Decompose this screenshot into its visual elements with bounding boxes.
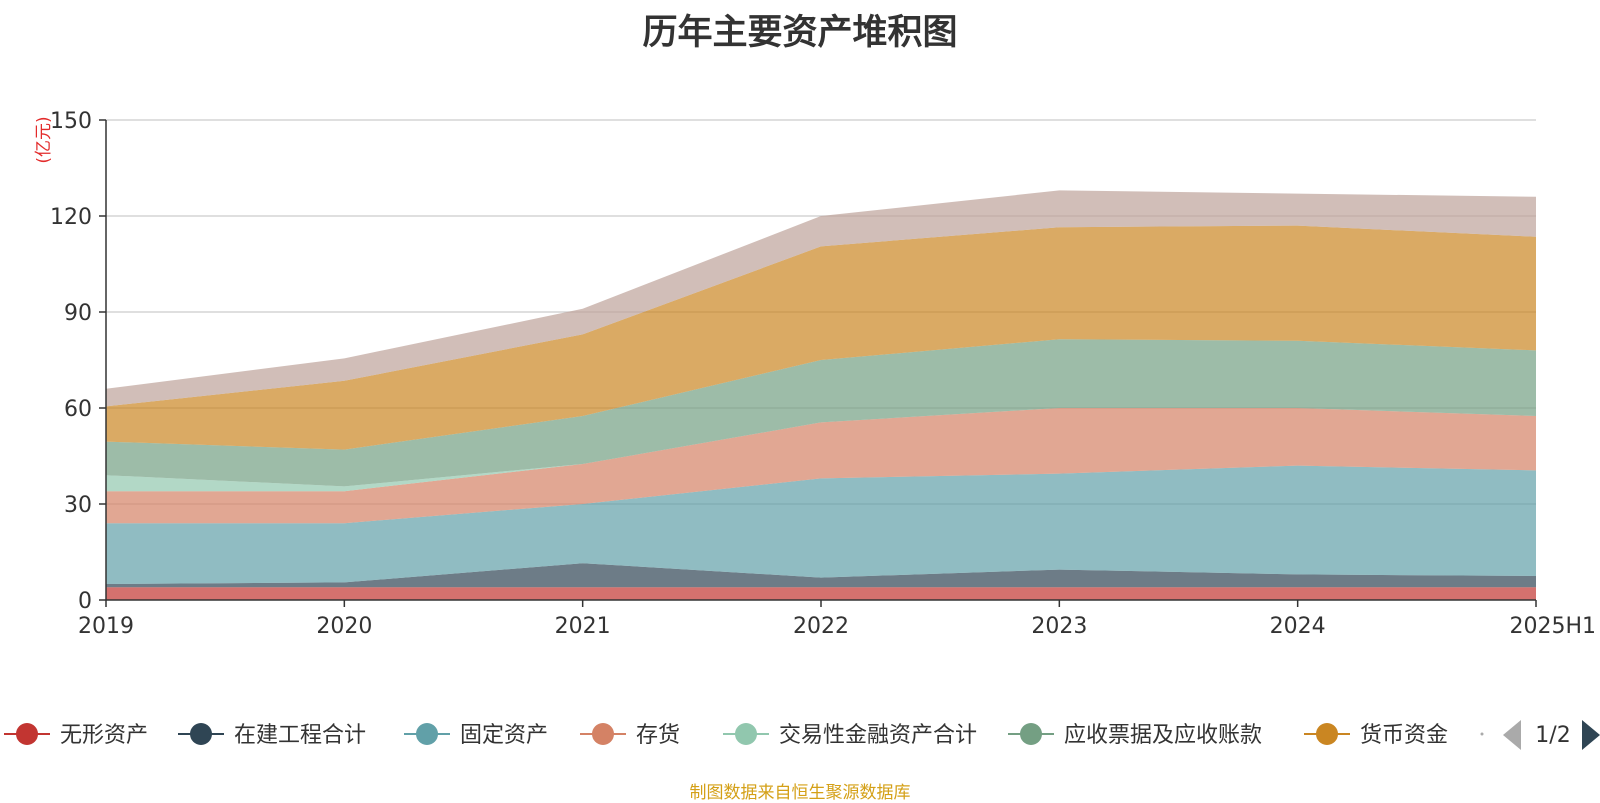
y-tick-label: 150 [50,109,92,134]
legend-label: 固定资产 [460,723,548,748]
legend-label: 在建工程合计 [234,723,366,748]
series-area-1 [106,563,1536,588]
legend-marker [416,723,438,745]
y-axis-unit-label: (亿元) [34,116,54,163]
source-note: 制图数据来自恒生聚源数据库 [689,783,911,803]
legend-item[interactable]: 在建工程合计 [178,723,366,748]
legend-item[interactable]: 无形资产 [4,723,148,748]
legend-next-page-icon[interactable] [1582,720,1600,750]
legend-marker [190,723,212,745]
x-tick-label: 2023 [1031,614,1087,639]
y-tick-label: 120 [50,205,92,230]
x-tick-label: 2022 [793,614,849,639]
axes: 0 30 60 90 120 150 2019 2020 2021 2022 2023 2024 202… [50,109,1596,639]
x-tick-label: 2019 [78,614,134,639]
x-tick-label: 2024 [1270,614,1326,639]
y-tick-label: 0 [78,589,92,614]
series-area-7 [106,190,1536,407]
x-tick-label: 2021 [555,614,611,639]
legend-marker [1316,723,1338,745]
legend-prev-page-icon[interactable] [1503,720,1521,750]
legend-item[interactable]: 固定资产 [404,723,548,748]
y-tick-label: 30 [64,493,92,518]
stacked-areas [106,190,1536,600]
legend-marker [16,723,38,745]
legend-page-indicator: 1/2 [1535,723,1570,748]
series-area-2 [106,465,1536,584]
legend-marker [735,723,757,745]
legend-item[interactable]: 交易性金融资产合计 [723,723,977,748]
y-tick-label: 60 [64,397,92,422]
series-area-4 [106,408,1536,492]
legend-label: 交易性金融资产合计 [779,723,977,748]
series-area-3 [106,408,1536,524]
legend-marker [592,723,614,745]
legend-item[interactable]: 货币资金 [1304,723,1448,748]
legend-overflow-dot [1480,732,1484,736]
chart-title: 历年主要资产堆积图 [642,13,958,53]
y-tick-label: 90 [64,301,92,326]
legend-item[interactable]: 存货 [580,723,680,748]
legend: 无形资产 在建工程合计 固定资产 存货 交易性金融资产合计 应收票据及应收账款 货币资金 1/… [4,720,1600,750]
legend-label: 应收票据及应收账款 [1064,723,1262,748]
x-tick-label: 2025H1 [1509,614,1596,639]
legend-item[interactable]: 应收票据及应收账款 [1008,723,1262,748]
legend-marker [1020,723,1042,745]
legend-label: 货币资金 [1360,723,1448,748]
legend-label: 无形资产 [60,723,148,748]
legend-label: 存货 [636,723,680,748]
series-area-6 [106,225,1536,450]
series-area-0 [106,587,1536,600]
x-tick-label: 2020 [316,614,372,639]
series-area-5 [106,339,1536,487]
